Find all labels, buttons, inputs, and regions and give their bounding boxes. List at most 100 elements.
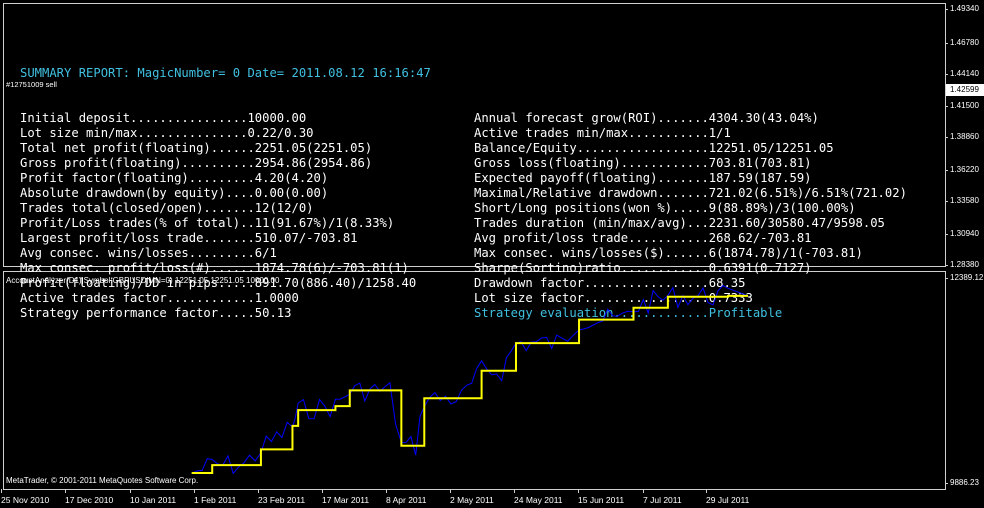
- report-left-cell: Trades total(closed/open).......12(12/0): [20, 201, 314, 215]
- balance-point: [621, 318, 623, 321]
- report-right-cell: Expected payoff(floating).......187.59(1…: [474, 171, 812, 185]
- time-tick: 29 Jul 2011: [706, 489, 750, 505]
- report-row: Absolute drawdown(by equity)....0.00(0.0…: [20, 186, 907, 201]
- balance-point: [727, 295, 729, 297]
- report-row: Strategy performance factor.....50.13 Str…: [20, 306, 782, 321]
- time-tick: 24 May 2011: [514, 489, 563, 505]
- time-tick: 23 Feb 2011: [258, 489, 306, 505]
- balance-point: [348, 389, 351, 392]
- report-right-cell: Max consec. wins/losses($)......6(1874.7…: [474, 246, 863, 260]
- report-right-cell: Avg profit/loss trade...........268.62/-…: [474, 231, 812, 245]
- report-right-cell: Annual forecast grow(ROI).......4304.30(…: [474, 111, 819, 125]
- balance-point: [291, 425, 294, 427]
- time-tick: 15 Jun 2011: [578, 489, 625, 505]
- current-price-marker: 1.42599: [946, 84, 984, 96]
- time-tick: 25 Nov 2010: [1, 489, 50, 505]
- report-row: Active trades factor............1.0000 Lo…: [20, 291, 753, 306]
- balance-point: [400, 444, 403, 447]
- report-row: Initial deposit................10000.00 A…: [20, 111, 819, 126]
- balance-line: [192, 294, 748, 475]
- price-tick: 1.38860: [945, 132, 979, 141]
- report-row: Total net profit(floating)......2251.05(…: [20, 141, 834, 156]
- report-row: Max consec. profit/loss(#)......1874.78(…: [20, 261, 812, 276]
- report-right-cell: Lot size factor.................0.7333: [474, 291, 753, 305]
- report-right-cell: Strategy evaluation.............Profitab…: [474, 306, 783, 320]
- balance-point: [460, 397, 463, 400]
- time-tick: 17 Dec 2010: [65, 489, 114, 505]
- balance-point: [515, 342, 517, 344]
- copyright-text: MetaTrader, © 2001-2011 MetaQuotes Softw…: [6, 476, 199, 485]
- time-tick: 2 May 2011: [450, 489, 494, 505]
- indicator-title: AccountAnalyzer(D1)|Symbol:GBPUSD|MN=0) …: [6, 276, 280, 285]
- report-left-cell: Profit(floating)/DD in pips.....891.70(8…: [20, 276, 417, 290]
- report-left-cell: Gross profit(floating)..........2954.86(…: [20, 156, 373, 170]
- time-tick: 10 Jan 2011: [130, 489, 177, 505]
- report-left-cell: Profit/Loss trades(% of total)..11(91.67…: [20, 216, 395, 230]
- indicator-subwindow[interactable]: [3, 271, 946, 490]
- indicator-axis-top: 12389.12: [944, 273, 984, 282]
- time-tick: 8 Apr 2011: [386, 489, 427, 505]
- balance-point: [211, 464, 214, 466]
- balance-point: [297, 409, 299, 411]
- report-left-cell: Max consec. profit/loss(#)......1874.78(…: [20, 261, 409, 275]
- price-axis: 1.49340 1.46780 1.44140 1.41500 1.38860 …: [944, 0, 984, 490]
- report-right-cell: Trades duration (min/max/avg)...2231.60/…: [474, 216, 885, 230]
- balance-point: [242, 464, 245, 466]
- balance-point: [414, 444, 417, 447]
- report-right-cell: Sharpe(Sortino)ratio............0.6391(0…: [474, 261, 812, 275]
- balance-point: [334, 405, 337, 407]
- report-row: Profit(floating)/DD in pips.....891.70(8…: [20, 276, 746, 291]
- report-left-cell: Largest profit/loss trade.......510.07/-…: [20, 231, 358, 245]
- time-tick: 1 Feb 2011: [194, 489, 237, 505]
- price-tick: 1.41500: [945, 101, 979, 110]
- indicator-axis-bottom: 9886.23: [945, 478, 979, 487]
- report-right-cell: Gross loss(floating)............703.81(7…: [474, 156, 812, 170]
- report-left-cell: Avg consec. wins/losses.........6/1: [20, 246, 277, 260]
- balance-point: [260, 448, 262, 451]
- balance-point: [561, 342, 563, 344]
- time-axis: 25 Nov 2010 17 Dec 2010 10 Jan 2011 1 Fe…: [0, 489, 946, 508]
- report-right-cell: Short/Long positions(won %).....9(88.89%…: [474, 201, 856, 215]
- trade-label[interactable]: #12751009 sell: [6, 80, 57, 89]
- balance-point: [423, 397, 426, 400]
- balance-point: [500, 369, 503, 372]
- price-tick: 1.33580: [945, 196, 979, 205]
- report-left-cell: Absolute drawdown(by equity)....0.00(0.0…: [20, 186, 329, 200]
- report-row: Trades total(closed/open).......12(12/0)…: [20, 201, 856, 216]
- report-row: Lot size min/max...............0.22/0.30…: [20, 126, 731, 141]
- report-left-cell: Lot size min/max...............0.22/0.30: [20, 126, 314, 140]
- report-left-cell: Profit factor(floating).........4.20(4.2…: [20, 171, 329, 185]
- report-right-cell: Drawdown factor.................68.35: [474, 276, 746, 290]
- price-tick: 1.30940: [945, 229, 979, 238]
- time-tick: 17 Mar 2011: [322, 489, 370, 505]
- time-tick: 7 Jul 2011: [643, 489, 682, 505]
- report-left-cell: Active trades factor............1.0000: [20, 291, 299, 305]
- balance-point: [191, 472, 193, 474]
- price-tick: 1.49340: [945, 4, 979, 13]
- chart-window-top[interactable]: [3, 3, 946, 267]
- report-right-cell: Balance/Equity..................12251.05…: [474, 141, 834, 155]
- report-left-cell: Total net profit(floating)......2251.05(…: [20, 141, 373, 155]
- report-row: Profit/Loss trades(% of total)..11(91.67…: [20, 216, 885, 231]
- balance-point: [480, 369, 483, 372]
- report-right-cell: Maximal/Relative drawdown.......721.02(6…: [474, 186, 907, 200]
- balance-point: [389, 389, 391, 392]
- report-row: Avg consec. wins/losses.........6/1 Max c…: [20, 246, 863, 261]
- equity-line: [191, 284, 749, 475]
- price-tick: 1.36220: [945, 165, 979, 174]
- balance-point: [632, 306, 635, 309]
- price-tick: 1.46780: [945, 38, 979, 47]
- summary-report: SUMMARY REPORT: MagicNumber= 0 Date= 201…: [20, 36, 907, 336]
- report-left-cell: Initial deposit................10000.00: [20, 111, 307, 125]
- price-tick: 1.44140: [945, 69, 979, 78]
- report-left-cell: Strategy performance factor.....50.13: [20, 306, 292, 320]
- report-row: Gross profit(floating)..........2954.86(…: [20, 156, 812, 171]
- balance-point: [578, 318, 580, 321]
- price-tick: 1.28380: [945, 260, 979, 269]
- report-header: SUMMARY REPORT: MagicNumber= 0 Date= 201…: [20, 66, 431, 80]
- balance-point: [667, 295, 669, 298]
- report-row: Profit factor(floating).........4.20(4.2…: [20, 171, 812, 186]
- report-right-cell: Active trades min/max...........1/1: [474, 126, 731, 140]
- report-row: Largest profit/loss trade.......510.07/-…: [20, 231, 812, 246]
